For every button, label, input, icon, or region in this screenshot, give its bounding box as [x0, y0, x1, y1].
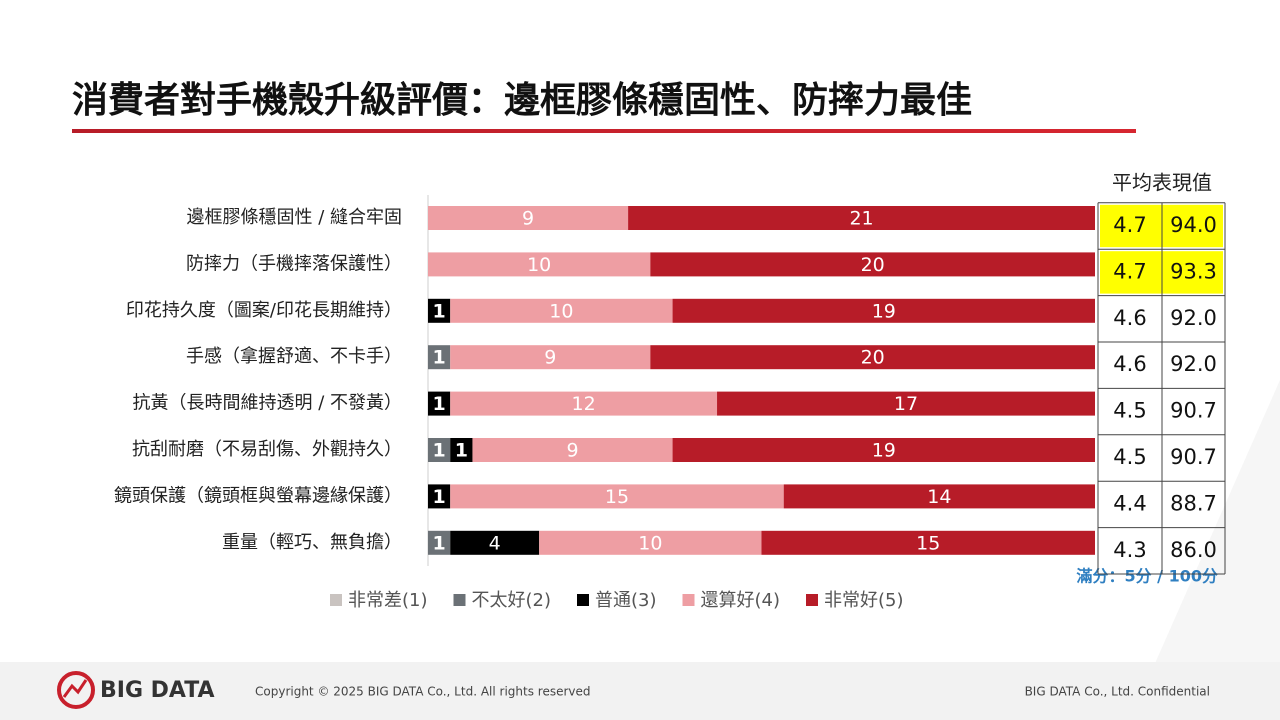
legend-label: 非常差(1) [348, 590, 428, 611]
table-cell: 4.4 [1113, 491, 1146, 515]
bar-segment [450, 438, 473, 462]
data-label: 1 [432, 440, 445, 462]
category-label: 印花持久度（圖案/印花長期維持） [126, 300, 402, 321]
bar-segment [428, 345, 451, 370]
category-label: 抗黃（長時間維持透明 / 不發黃） [132, 393, 402, 414]
bar-segment [761, 530, 1095, 555]
table-cell: 4.3 [1113, 538, 1146, 562]
bar-segment [539, 530, 762, 555]
category-label: 手感（拿握舒適、不卡手） [186, 345, 402, 367]
data-label: 10 [549, 300, 573, 322]
legend-swatch [330, 594, 342, 606]
legend-label: 還算好(4) [701, 590, 781, 611]
table-cell: 93.3 [1170, 259, 1217, 283]
data-label: 15 [916, 532, 940, 554]
table-cell: 4.6 [1113, 306, 1146, 330]
logo-icon-line [62, 679, 88, 698]
bar-segment [450, 530, 540, 555]
table-header: 平均表現值 [1112, 171, 1212, 195]
data-label: 1 [432, 393, 445, 415]
bar-segment [450, 484, 784, 509]
category-label: 鏡頭保護（鏡頭框與螢幕邊緣保護） [114, 485, 402, 506]
data-label: 19 [872, 300, 896, 322]
table-cell: 86.0 [1170, 538, 1217, 562]
table-cell: 90.7 [1170, 399, 1217, 423]
bar-segment [450, 391, 718, 416]
category-label: 防摔力（手機摔落保護性） [186, 253, 402, 274]
table-cell: 4.6 [1113, 352, 1146, 376]
bar-segment [428, 484, 451, 509]
legend-label: 非常好(5) [824, 590, 904, 611]
legend-label: 不太好(2) [472, 590, 552, 611]
table-cell: 92.0 [1170, 306, 1217, 330]
data-label: 12 [572, 393, 596, 415]
data-label: 10 [527, 254, 551, 276]
bar-segment [428, 530, 451, 555]
category-label: 抗刮耐磨（不易刮傷、外觀持久） [132, 439, 402, 460]
table-note: 滿分：5分 / 100分 [1076, 567, 1218, 586]
bar-segment [783, 484, 1095, 509]
table-cell: 4.7 [1113, 259, 1146, 283]
data-label: 19 [872, 440, 896, 462]
bar-segment [672, 298, 1095, 323]
data-label: 20 [861, 254, 885, 276]
bar-segment [428, 252, 651, 277]
bar-segment [428, 298, 451, 323]
data-label: 1 [432, 532, 445, 554]
bar-segment [428, 391, 451, 416]
category-label: 邊框膠條穩固性 / 縫合牢固 [186, 207, 402, 228]
background-shape [1130, 380, 1280, 720]
bar-segment [650, 252, 1095, 277]
legend-label: 普通(3) [595, 590, 657, 611]
bar-segment [450, 298, 673, 323]
data-label: 9 [522, 208, 534, 230]
title-underline [72, 129, 1136, 133]
confidential: BIG DATA Co., Ltd. Confidential [1025, 685, 1210, 699]
legend-swatch [577, 594, 589, 606]
logo-text: BIG DATA [100, 678, 215, 703]
table-cell: 90.7 [1170, 445, 1217, 469]
table-cell: 4.5 [1113, 399, 1146, 423]
bar-segment [428, 206, 629, 230]
data-label: 9 [566, 440, 578, 462]
bar-segment [450, 345, 651, 370]
data-label: 21 [849, 208, 873, 230]
data-label: 1 [432, 347, 445, 369]
bar-segment [672, 438, 1095, 462]
bar-segment [428, 438, 451, 462]
bar-segment [628, 206, 1095, 230]
legend-swatch [682, 594, 695, 606]
table-cell: 4.5 [1113, 445, 1146, 469]
legend-swatch [806, 594, 818, 606]
logo-icon [57, 671, 95, 709]
data-label: 10 [638, 532, 662, 554]
data-label: 15 [605, 486, 629, 508]
data-label: 20 [861, 347, 885, 369]
bar-segment [717, 391, 1095, 416]
bar-segment [472, 438, 673, 462]
bar-segment [650, 345, 1095, 370]
table-cell: 92.0 [1170, 352, 1217, 376]
data-label: 4 [489, 532, 501, 554]
data-label: 1 [432, 300, 445, 322]
data-label: 1 [432, 486, 445, 508]
footer-band [0, 662, 1280, 720]
category-label: 重量（輕巧、無負擔） [222, 532, 402, 553]
data-label: 9 [544, 347, 556, 369]
table-cell: 94.0 [1170, 213, 1217, 237]
data-label: 14 [927, 486, 951, 508]
data-label: 1 [455, 440, 468, 462]
copyright: Copyright © 2025 BIG DATA Co., Ltd. All … [255, 685, 591, 699]
data-label: 17 [894, 393, 918, 415]
table-cell: 4.7 [1113, 213, 1146, 237]
slide-title: 消費者對手機殼升級評價：邊框膠條穩固性、防摔力最佳 [72, 80, 972, 121]
table-cell: 88.7 [1170, 491, 1217, 515]
legend-swatch [453, 594, 466, 606]
